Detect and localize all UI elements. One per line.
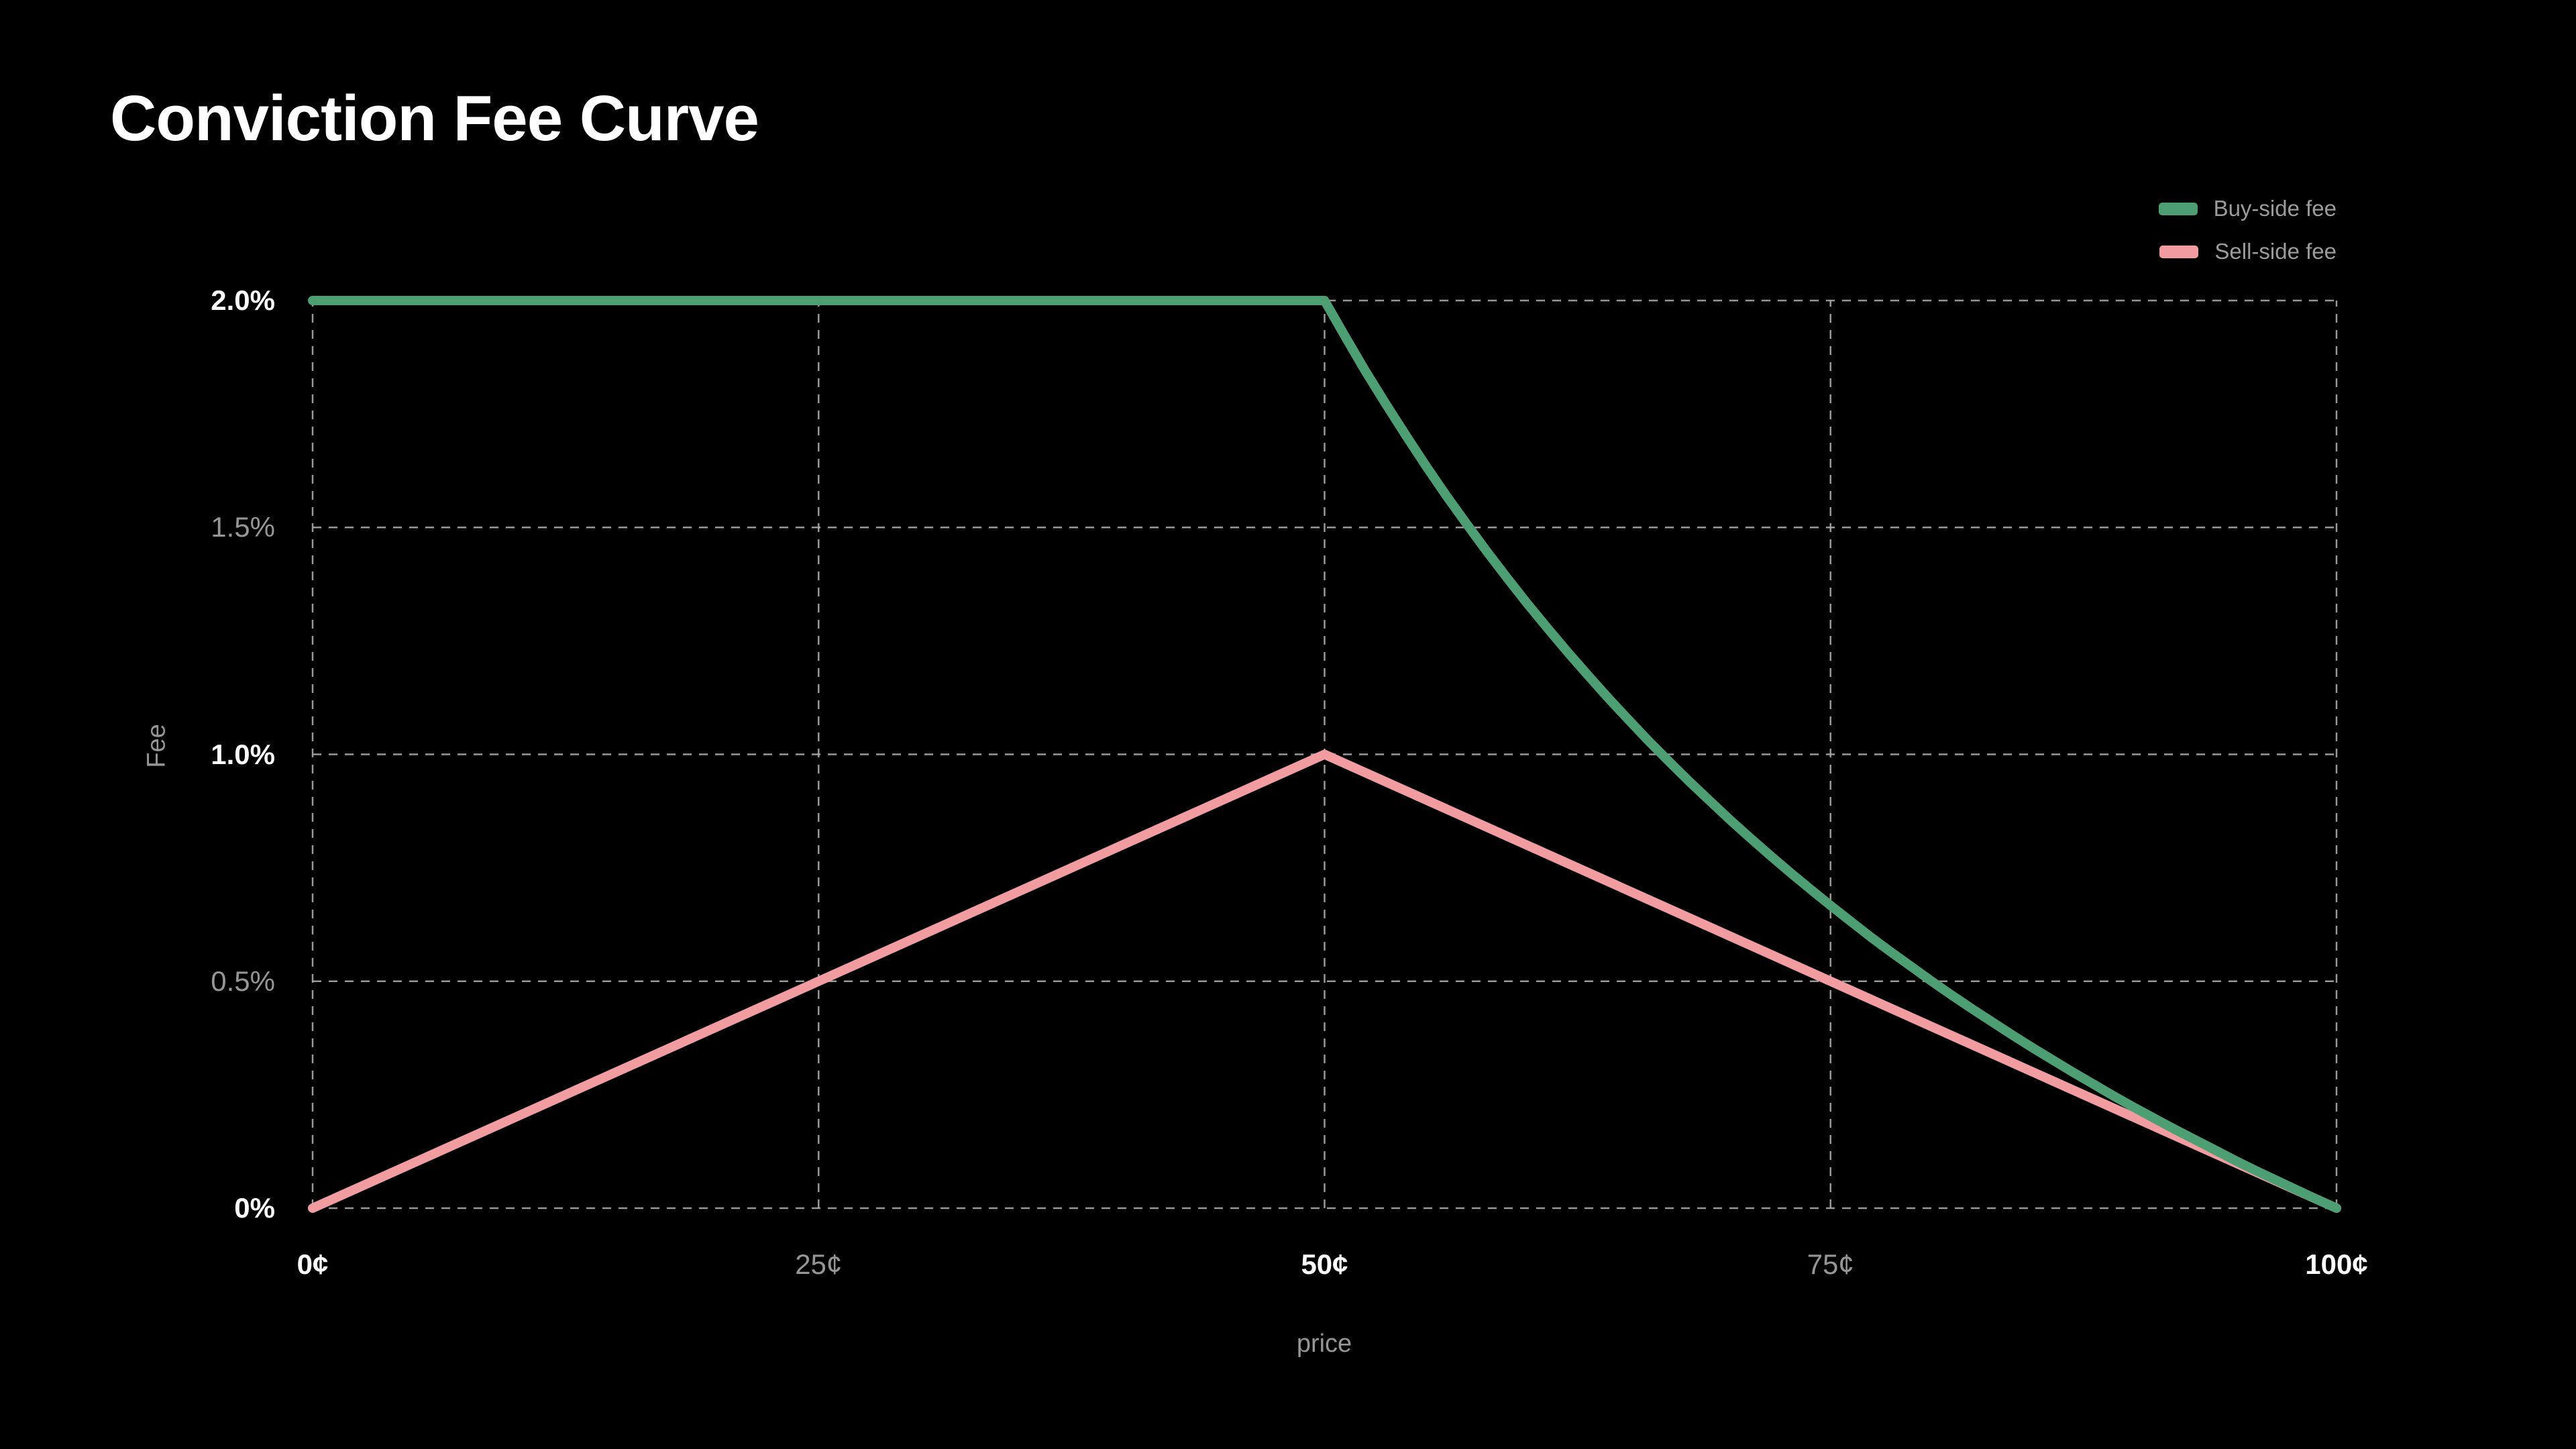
x-tick-50-cents: 50¢	[1301, 1248, 1348, 1280]
y-axis-label: Fee	[142, 724, 171, 768]
x-tick-75-cents: 75¢	[1807, 1248, 1854, 1280]
sell-side-fee-swatch-icon	[2159, 245, 2199, 258]
x-tick-0-cents: 0¢	[297, 1248, 329, 1280]
chart-title: Conviction Fee Curve	[110, 83, 759, 154]
gridlines	[311, 299, 2338, 1210]
x-tick-100-cents: 100¢	[2305, 1248, 2368, 1280]
y-tick-0-percent: 0%	[234, 1192, 275, 1224]
y-tick-1.5-percent: 1.5%	[211, 511, 275, 543]
legend-item-buy-side-fee[interactable]: Buy-side fee	[2158, 196, 2337, 221]
y-tick-1.0-percent: 1.0%	[211, 738, 275, 770]
x-axis-label: price	[1296, 1330, 1352, 1358]
legend: Buy-side fee Sell-side fee	[2158, 196, 2337, 264]
legend-label-sell-side-fee: Sell-side fee	[2214, 239, 2337, 264]
legend-item-sell-side-fee[interactable]: Sell-side fee	[2159, 239, 2337, 264]
y-tick-2.0-percent: 2.0%	[211, 284, 275, 316]
x-tick-25-cents: 25¢	[795, 1248, 843, 1280]
buy-side-fee-swatch-icon	[2158, 202, 2198, 215]
legend-label-buy-side-fee: Buy-side fee	[2213, 196, 2337, 221]
y-tick-0.5-percent: 0.5%	[211, 965, 275, 997]
buy-side-fee-line	[308, 296, 2341, 1213]
series-lines	[308, 296, 2341, 1213]
sell-side-fee-line	[308, 749, 2341, 1213]
